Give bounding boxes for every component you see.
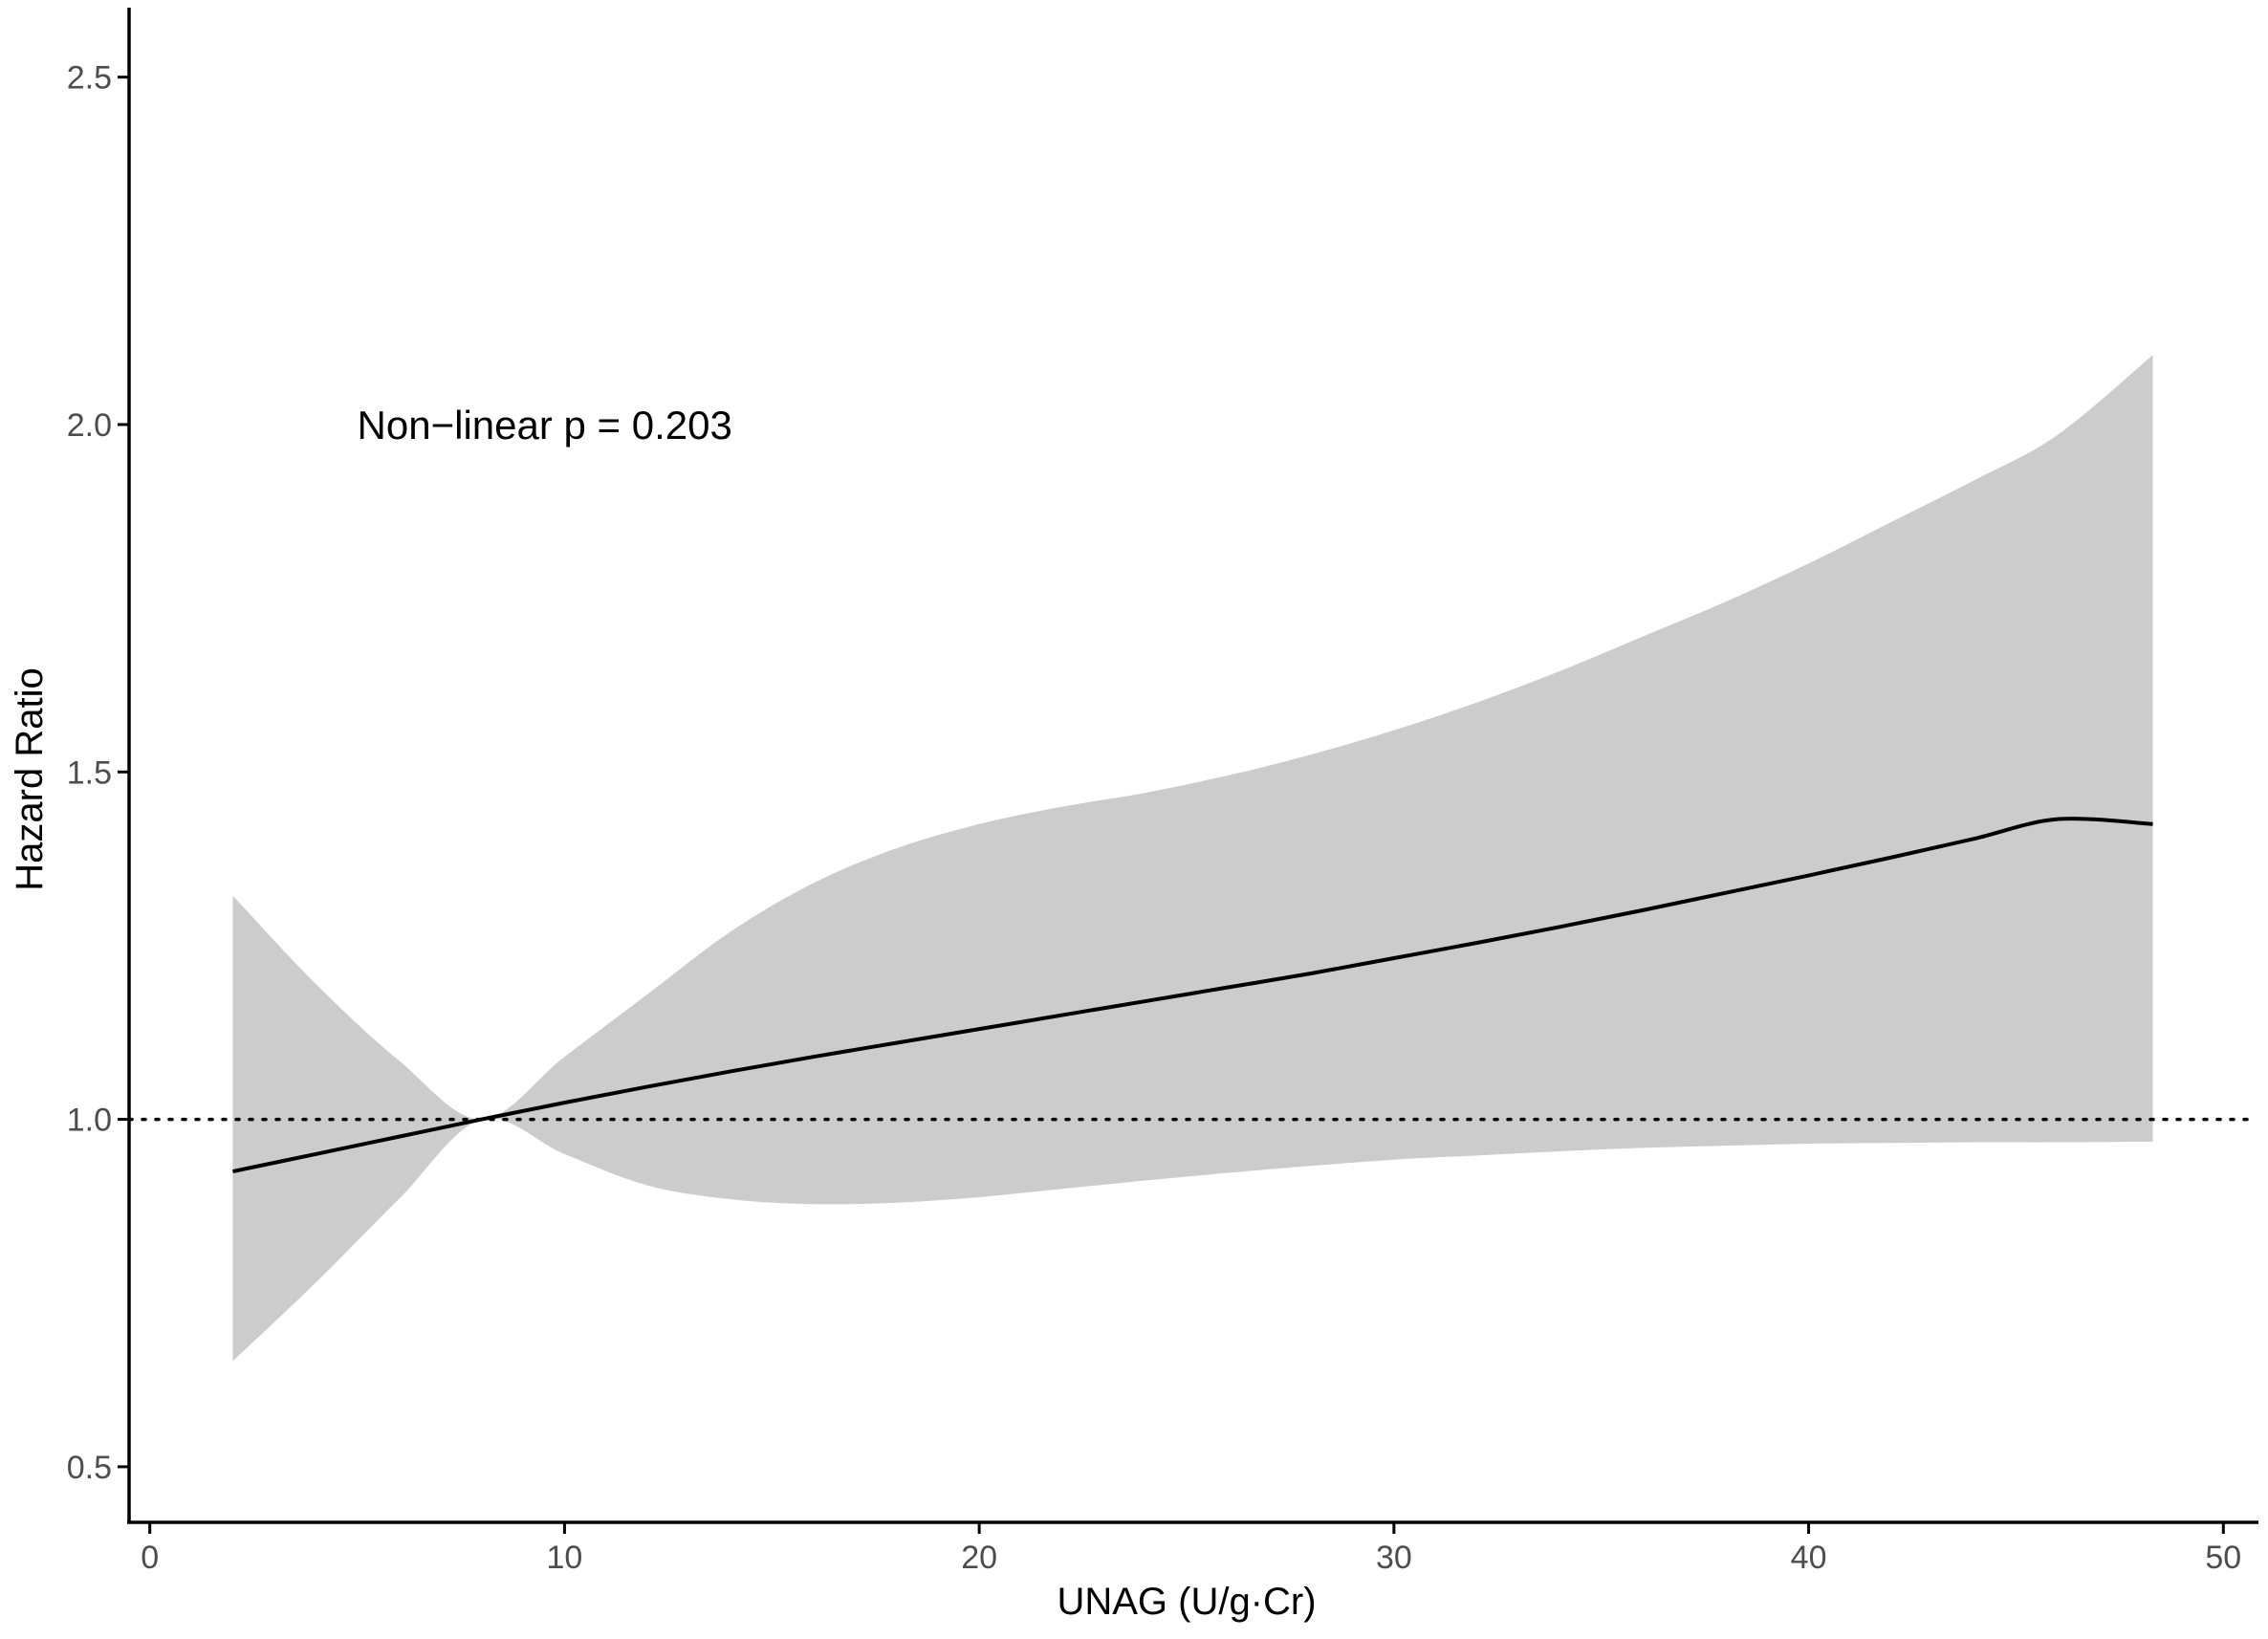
x-tick-label: 40 — [1791, 1540, 1827, 1576]
y-tick-label: 2.0 — [67, 407, 112, 444]
x-tick-label: 30 — [1376, 1540, 1412, 1576]
y-tick-label: 2.5 — [67, 60, 112, 97]
y-axis-title: Hazard Ratio — [9, 667, 51, 890]
hazard-ratio-line — [232, 817, 2153, 1174]
y-tick-label: 1.5 — [67, 754, 112, 791]
x-tick-label: 0 — [141, 1540, 159, 1576]
confidence-band-layer — [232, 355, 2153, 1362]
y-tick-label: 0.5 — [67, 1450, 112, 1486]
x-tick-label: 50 — [2205, 1540, 2241, 1576]
x-axis-title: UNAG (U/g·Cr) — [1057, 1581, 1316, 1623]
y-tick-label: 1.0 — [67, 1103, 112, 1139]
x-tick-label: 20 — [961, 1540, 997, 1576]
confidence-band — [232, 355, 2153, 1362]
x-tick-label: 10 — [546, 1540, 582, 1576]
axes-layer: 0 10 20 30 40 50 0.5 1.0 1.5 2.0 2.5 — [67, 8, 2258, 1576]
text-layer: Non−linear p = 0.203 UNAG (U/g·Cr) Hazar… — [9, 403, 1317, 1623]
hazard-ratio-line-layer — [232, 817, 2153, 1174]
nonlinear-p-annotation: Non−linear p = 0.203 — [358, 403, 732, 448]
